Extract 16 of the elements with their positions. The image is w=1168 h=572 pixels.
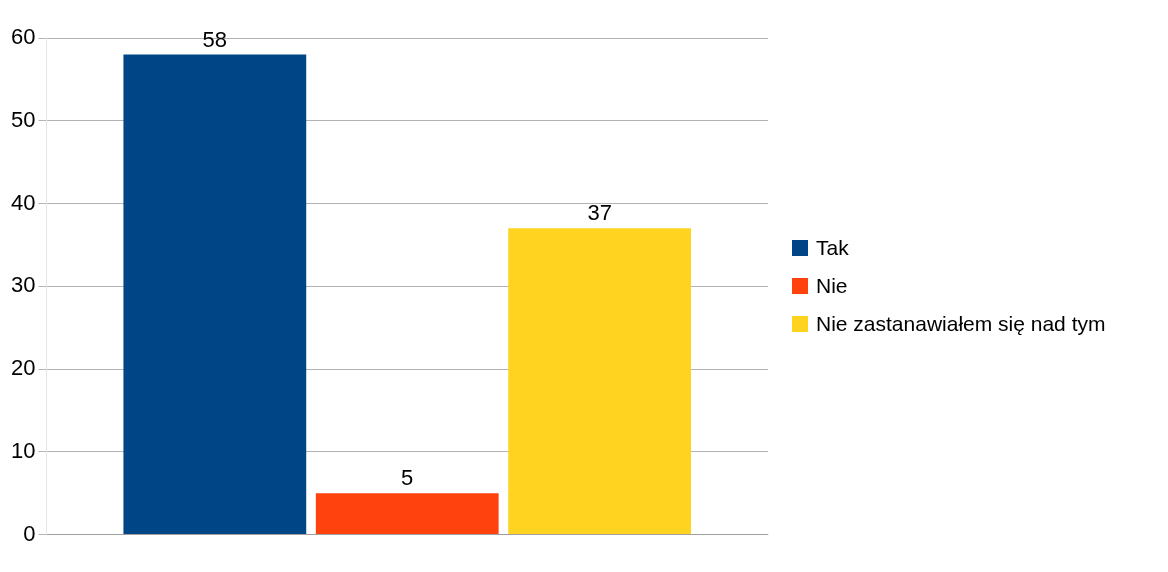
data-label: 37 (587, 200, 612, 226)
legend-label: Nie zastanawiałem się nad tym (816, 311, 1106, 336)
bar (123, 54, 307, 535)
legend-label: Tak (816, 235, 849, 260)
bar (315, 493, 499, 535)
data-label: 5 (401, 465, 414, 491)
bar (508, 228, 692, 535)
legend-label: Nie (816, 273, 848, 298)
y-tick-label: 60 (10, 24, 36, 50)
y-tick-label: 50 (10, 106, 36, 132)
data-label: 58 (202, 26, 228, 52)
y-tick-label: 30 (10, 272, 36, 298)
y-tick-label: 0 (23, 520, 36, 546)
y-tick-label: 40 (10, 189, 36, 215)
y-tick-label: 20 (10, 355, 36, 381)
y-tick-label: 10 (10, 437, 36, 463)
